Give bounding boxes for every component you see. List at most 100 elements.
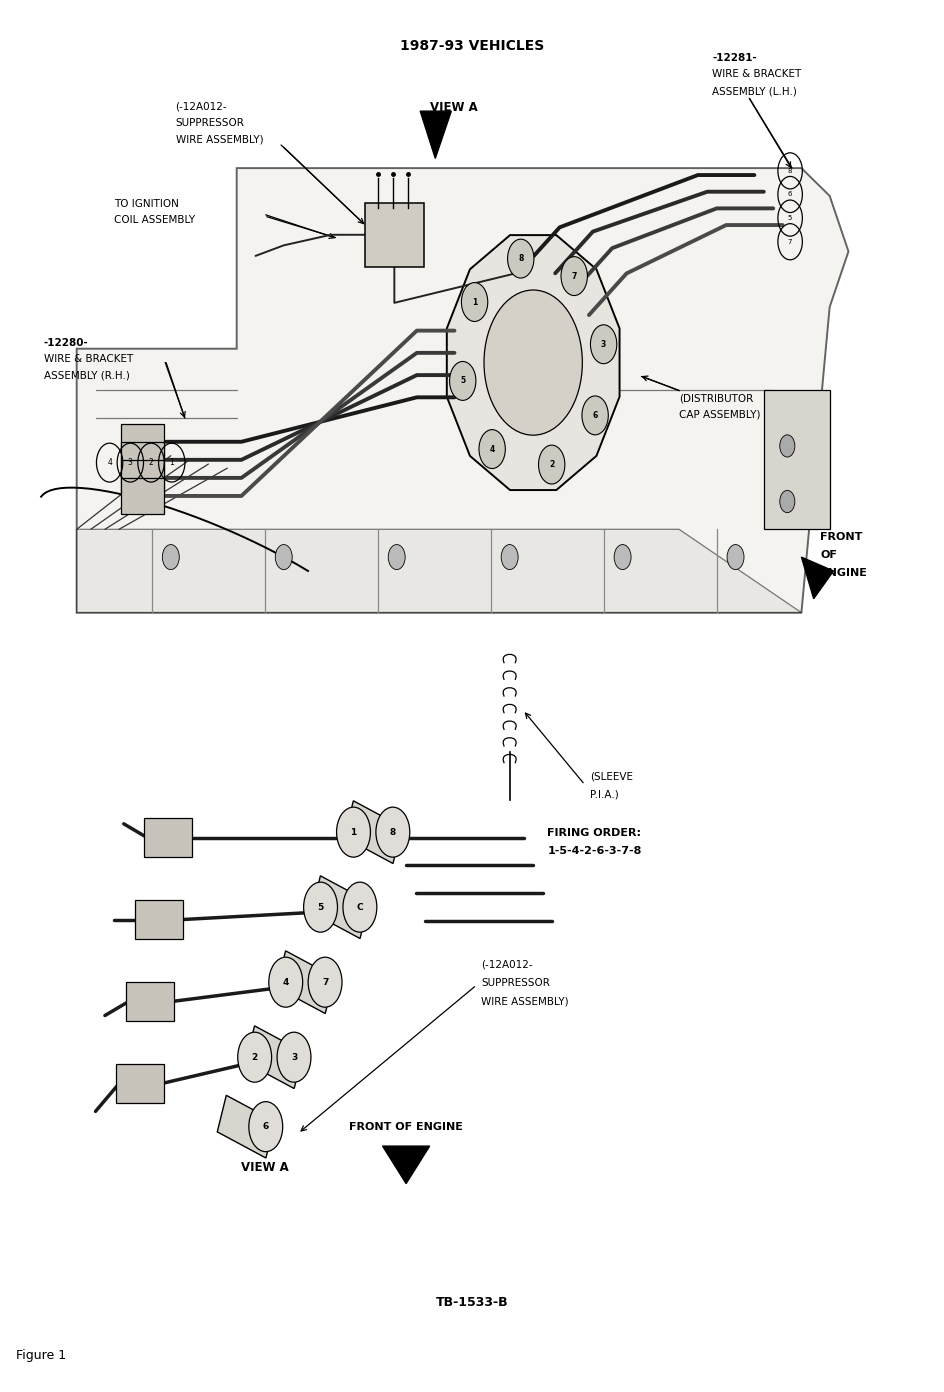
Circle shape bbox=[727, 544, 744, 569]
Text: ENGINE: ENGINE bbox=[820, 568, 868, 578]
Text: 2: 2 bbox=[251, 1052, 258, 1062]
Polygon shape bbox=[801, 557, 834, 599]
Text: WIRE & BRACKET: WIRE & BRACKET bbox=[712, 70, 801, 79]
Text: 3: 3 bbox=[601, 340, 606, 349]
Text: SUPPRESSOR: SUPPRESSOR bbox=[481, 979, 550, 988]
Text: 8: 8 bbox=[518, 255, 523, 263]
Circle shape bbox=[162, 544, 179, 569]
Text: -12280-: -12280- bbox=[43, 338, 89, 348]
Text: 6: 6 bbox=[788, 192, 792, 198]
Polygon shape bbox=[420, 111, 451, 159]
Text: TB-1533-B: TB-1533-B bbox=[436, 1296, 508, 1308]
Text: 2: 2 bbox=[549, 461, 554, 469]
Text: 1: 1 bbox=[169, 458, 174, 468]
Circle shape bbox=[449, 362, 476, 401]
Text: 2: 2 bbox=[148, 458, 154, 468]
Text: 7: 7 bbox=[571, 271, 577, 281]
Circle shape bbox=[304, 883, 338, 933]
Circle shape bbox=[501, 544, 518, 569]
Text: 7: 7 bbox=[322, 977, 329, 987]
Circle shape bbox=[590, 324, 616, 363]
Text: 4: 4 bbox=[108, 458, 112, 468]
Text: 7: 7 bbox=[788, 238, 792, 245]
Circle shape bbox=[269, 958, 303, 1008]
Circle shape bbox=[462, 283, 488, 322]
Circle shape bbox=[276, 544, 293, 569]
Text: TO IGNITION: TO IGNITION bbox=[114, 199, 179, 209]
Text: 4: 4 bbox=[282, 977, 289, 987]
Text: Figure 1: Figure 1 bbox=[15, 1349, 66, 1361]
FancyBboxPatch shape bbox=[121, 477, 164, 514]
Text: OF: OF bbox=[820, 550, 837, 560]
FancyBboxPatch shape bbox=[121, 441, 164, 477]
Text: 6: 6 bbox=[593, 411, 598, 420]
Text: CAP ASSEMBLY): CAP ASSEMBLY) bbox=[679, 409, 761, 420]
Text: WIRE ASSEMBLY): WIRE ASSEMBLY) bbox=[481, 997, 569, 1006]
Polygon shape bbox=[345, 800, 402, 863]
Text: 3: 3 bbox=[291, 1052, 297, 1062]
Text: 1: 1 bbox=[350, 828, 357, 837]
Circle shape bbox=[278, 1033, 311, 1082]
Polygon shape bbox=[76, 168, 849, 612]
Polygon shape bbox=[245, 1026, 303, 1089]
Text: WIRE & BRACKET: WIRE & BRACKET bbox=[43, 354, 133, 365]
Text: VIEW A: VIEW A bbox=[430, 102, 478, 114]
Text: COIL ASSEMBLY: COIL ASSEMBLY bbox=[114, 216, 195, 226]
Circle shape bbox=[538, 445, 565, 484]
FancyBboxPatch shape bbox=[144, 818, 193, 857]
Polygon shape bbox=[277, 951, 334, 1013]
Text: (-12A012-: (-12A012- bbox=[176, 102, 228, 111]
Text: 5: 5 bbox=[460, 376, 465, 386]
Polygon shape bbox=[382, 1146, 430, 1183]
FancyBboxPatch shape bbox=[364, 203, 424, 267]
Text: 3: 3 bbox=[127, 458, 133, 468]
FancyBboxPatch shape bbox=[121, 423, 164, 459]
Circle shape bbox=[561, 256, 587, 295]
Text: 1987-93 VEHICLES: 1987-93 VEHICLES bbox=[400, 39, 544, 53]
FancyBboxPatch shape bbox=[121, 459, 164, 496]
Text: FRONT: FRONT bbox=[820, 532, 863, 541]
Polygon shape bbox=[76, 529, 801, 612]
Text: C: C bbox=[357, 902, 363, 912]
Text: 5: 5 bbox=[788, 216, 792, 221]
Circle shape bbox=[582, 395, 608, 434]
Text: 8: 8 bbox=[788, 168, 792, 174]
Text: FIRING ORDER:: FIRING ORDER: bbox=[548, 828, 641, 838]
Circle shape bbox=[780, 434, 795, 457]
Text: -12281-: -12281- bbox=[712, 53, 757, 63]
Polygon shape bbox=[447, 235, 619, 490]
Circle shape bbox=[238, 1033, 272, 1082]
FancyBboxPatch shape bbox=[135, 901, 183, 940]
Circle shape bbox=[249, 1101, 282, 1151]
FancyBboxPatch shape bbox=[764, 390, 830, 529]
Text: 1-5-4-2-6-3-7-8: 1-5-4-2-6-3-7-8 bbox=[548, 846, 642, 856]
Text: FRONT OF ENGINE: FRONT OF ENGINE bbox=[349, 1122, 464, 1133]
Text: VIEW A: VIEW A bbox=[242, 1161, 289, 1175]
Circle shape bbox=[780, 490, 795, 512]
Text: WIRE ASSEMBLY): WIRE ASSEMBLY) bbox=[176, 135, 263, 145]
Text: 1: 1 bbox=[472, 298, 478, 306]
Circle shape bbox=[308, 958, 342, 1008]
Circle shape bbox=[508, 239, 534, 278]
Circle shape bbox=[343, 883, 377, 933]
Text: ASSEMBLY (L.H.): ASSEMBLY (L.H.) bbox=[712, 86, 797, 96]
Text: 4: 4 bbox=[490, 444, 495, 454]
Text: 8: 8 bbox=[390, 828, 396, 837]
Circle shape bbox=[615, 544, 632, 569]
Polygon shape bbox=[217, 1096, 275, 1158]
Circle shape bbox=[376, 807, 410, 857]
Text: ASSEMBLY (R.H.): ASSEMBLY (R.H.) bbox=[43, 370, 129, 381]
Polygon shape bbox=[312, 876, 369, 938]
Circle shape bbox=[479, 430, 505, 469]
Text: SUPPRESSOR: SUPPRESSOR bbox=[176, 118, 244, 128]
Circle shape bbox=[337, 807, 370, 857]
Text: (-12A012-: (-12A012- bbox=[481, 960, 533, 970]
Circle shape bbox=[388, 544, 405, 569]
Text: 6: 6 bbox=[262, 1122, 269, 1132]
Text: (SLEEVE: (SLEEVE bbox=[590, 771, 632, 781]
FancyBboxPatch shape bbox=[126, 983, 174, 1022]
Text: P.I.A.): P.I.A.) bbox=[590, 789, 618, 799]
Text: (DISTRIBUTOR: (DISTRIBUTOR bbox=[679, 393, 753, 404]
Text: 5: 5 bbox=[317, 902, 324, 912]
Circle shape bbox=[484, 290, 582, 436]
